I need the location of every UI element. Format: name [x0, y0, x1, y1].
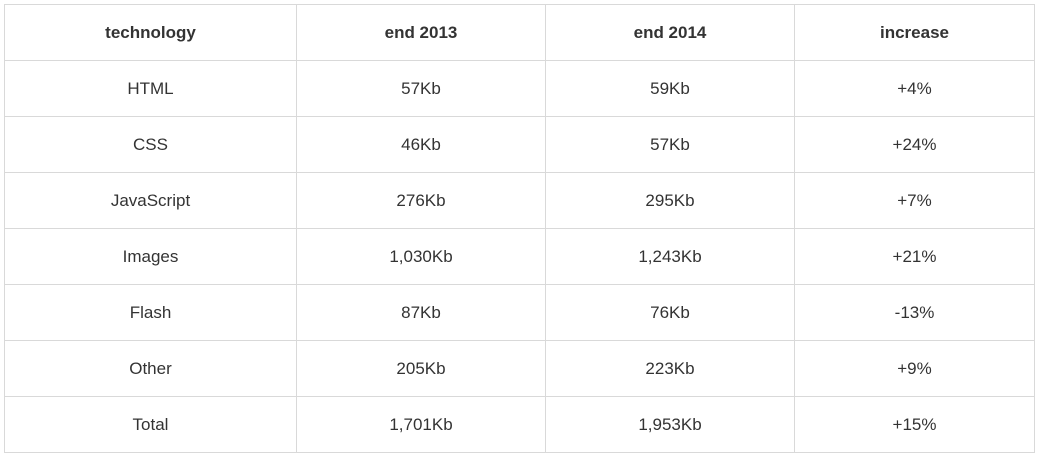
- cell-end-2013: 1,030Kb: [296, 228, 546, 285]
- header-row: technology end 2013 end 2014 increase: [4, 4, 1035, 61]
- header-end-2013: end 2013: [296, 4, 546, 61]
- cell-end-2014: 1,953Kb: [545, 396, 795, 453]
- table-row: HTML 57Kb 59Kb +4%: [4, 60, 1035, 117]
- cell-increase: -13%: [794, 284, 1035, 341]
- cell-technology: Other: [4, 340, 297, 397]
- cell-technology: JavaScript: [4, 172, 297, 229]
- header-end-2014: end 2014: [545, 4, 795, 61]
- cell-increase: +7%: [794, 172, 1035, 229]
- cell-end-2013: 57Kb: [296, 60, 546, 117]
- table-row-total: Total 1,701Kb 1,953Kb +15%: [4, 396, 1035, 453]
- table-row: Other 205Kb 223Kb +9%: [4, 340, 1035, 397]
- cell-technology: Flash: [4, 284, 297, 341]
- table-row: Images 1,030Kb 1,243Kb +21%: [4, 228, 1035, 285]
- cell-end-2013: 205Kb: [296, 340, 546, 397]
- table-row: Flash 87Kb 76Kb -13%: [4, 284, 1035, 341]
- table-row: CSS 46Kb 57Kb +24%: [4, 116, 1035, 173]
- cell-technology: HTML: [4, 60, 297, 117]
- header-increase: increase: [794, 4, 1035, 61]
- cell-end-2013: 46Kb: [296, 116, 546, 173]
- cell-technology: CSS: [4, 116, 297, 173]
- cell-increase: +9%: [794, 340, 1035, 397]
- header-technology: technology: [4, 4, 297, 61]
- cell-end-2014: 295Kb: [545, 172, 795, 229]
- cell-technology: Total: [4, 396, 297, 453]
- table-row: JavaScript 276Kb 295Kb +7%: [4, 172, 1035, 229]
- cell-increase: +24%: [794, 116, 1035, 173]
- cell-end-2013: 276Kb: [296, 172, 546, 229]
- cell-end-2014: 1,243Kb: [545, 228, 795, 285]
- cell-increase: +4%: [794, 60, 1035, 117]
- page-weight-table: technology end 2013 end 2014 increase HT…: [4, 4, 1035, 453]
- cell-end-2014: 59Kb: [545, 60, 795, 117]
- cell-end-2014: 57Kb: [545, 116, 795, 173]
- cell-end-2013: 1,701Kb: [296, 396, 546, 453]
- cell-end-2014: 76Kb: [545, 284, 795, 341]
- cell-increase: +21%: [794, 228, 1035, 285]
- cell-technology: Images: [4, 228, 297, 285]
- cell-end-2014: 223Kb: [545, 340, 795, 397]
- cell-end-2013: 87Kb: [296, 284, 546, 341]
- cell-increase: +15%: [794, 396, 1035, 453]
